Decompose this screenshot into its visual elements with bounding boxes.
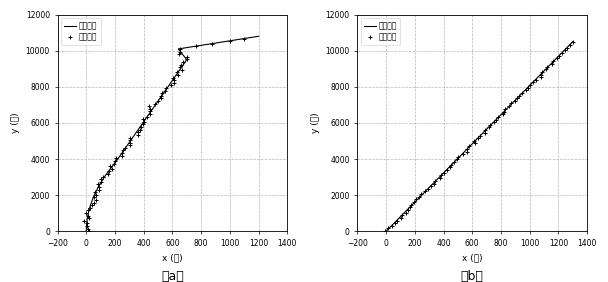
测速轨迹 [565, 45, 572, 48]
滤波数据 [407, 203, 415, 206]
测速轨迹 [154, 99, 162, 103]
滤波数据 [382, 230, 389, 233]
Legend: 测速轨迹, 滤波数据: 测速轨迹, 滤波数据 [361, 18, 400, 45]
滤波数据 [86, 230, 93, 233]
测速轨迹 [125, 141, 133, 145]
测速轨迹 [143, 115, 151, 118]
滤波数据 [174, 71, 181, 74]
Line: 滤波数据: 滤波数据 [383, 40, 575, 233]
滤波数据 [446, 166, 453, 169]
测速轨迹 [98, 179, 105, 183]
Text: （b）: （b） [461, 270, 484, 282]
测速轨迹 [90, 195, 97, 199]
测速轨迹 [569, 40, 576, 43]
Line: 滤波数据: 滤波数据 [82, 36, 246, 233]
滤波数据 [486, 123, 493, 127]
测速轨迹 [483, 127, 491, 130]
滤波数据 [85, 214, 92, 217]
测速轨迹 [536, 74, 543, 78]
滤波数据 [240, 37, 247, 40]
滤波数据 [569, 41, 576, 44]
测速轨迹 [255, 35, 262, 38]
滤波数据 [427, 184, 435, 188]
X-axis label: x (米): x (米) [162, 254, 183, 263]
滤波数据 [184, 58, 191, 61]
滤波数据 [167, 84, 174, 87]
滤波数据 [170, 79, 178, 82]
测速轨迹 [83, 230, 90, 233]
Y-axis label: y (米): y (米) [11, 113, 20, 133]
Y-axis label: y (米): y (米) [311, 113, 320, 133]
X-axis label: x (米): x (米) [462, 254, 483, 263]
测速轨迹 [166, 83, 173, 86]
滤波数据 [170, 76, 177, 79]
Text: （a）: （a） [161, 270, 184, 282]
Legend: 测速轨迹, 滤波数据: 测速轨迹, 滤波数据 [61, 18, 100, 45]
滤波数据 [500, 110, 508, 113]
测速轨迹 [472, 138, 480, 142]
Line: 测速轨迹: 测速轨迹 [386, 42, 573, 231]
滤波数据 [508, 102, 515, 105]
测速轨迹 [494, 117, 501, 120]
Line: 测速轨迹: 测速轨迹 [86, 36, 258, 231]
测速轨迹 [471, 140, 478, 143]
测速轨迹 [382, 230, 390, 233]
